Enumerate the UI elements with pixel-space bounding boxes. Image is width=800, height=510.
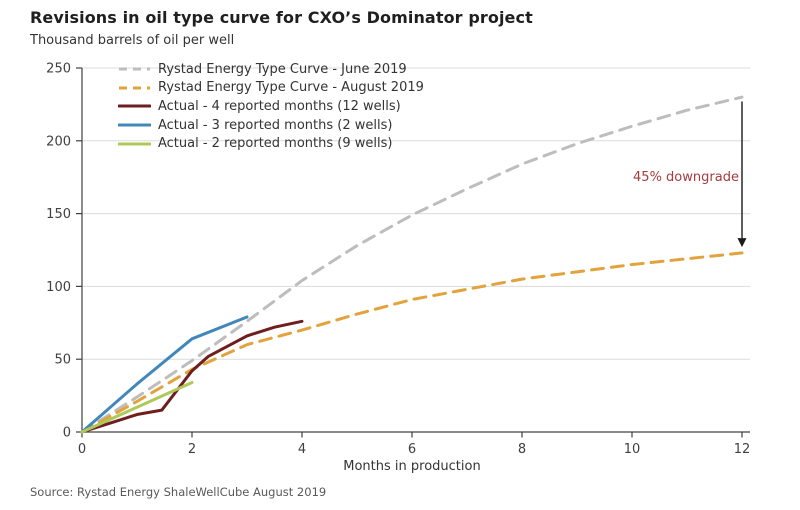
legend-swatch-solid-line-icon xyxy=(117,141,152,147)
legend-label: Actual - 4 reported months (12 wells) xyxy=(158,98,401,114)
y-tick-label: 250 xyxy=(46,62,71,77)
y-tick-label: 0 xyxy=(63,426,71,441)
y-tick-label: 200 xyxy=(46,134,71,149)
chart-legend: Rystad Energy Type Curve - June 2019 Rys… xyxy=(117,60,424,153)
series-line-2 xyxy=(80,319,304,434)
legend-item: Actual - 2 reported months (9 wells) xyxy=(117,134,424,153)
y-tick-label: 100 xyxy=(46,280,71,295)
legend-label: Actual - 2 reported months (9 wells) xyxy=(158,136,393,152)
series-line-1 xyxy=(80,251,744,434)
x-tick-label: 2 xyxy=(188,442,196,457)
y-tick-label: 50 xyxy=(54,353,71,368)
series-line-4 xyxy=(80,380,194,434)
legend-swatch-solid-line-icon xyxy=(117,103,152,109)
downgrade-arrow-head-icon xyxy=(737,238,747,248)
legend-label: Rystad Energy Type Curve - August 2019 xyxy=(158,80,424,96)
legend-item: Actual - 4 reported months (12 wells) xyxy=(117,97,424,116)
x-tick-label: 0 xyxy=(78,442,86,457)
legend-swatch-solid-line-icon xyxy=(117,122,152,128)
legend-label: Rystad Energy Type Curve - June 2019 xyxy=(158,61,407,77)
legend-label: Actual - 3 reported months (2 wells) xyxy=(158,117,393,133)
chart-subtitle: Thousand barrels of oil per well xyxy=(30,33,235,48)
x-tick-label: 10 xyxy=(624,442,641,457)
x-tick-label: 12 xyxy=(734,442,751,457)
downgrade-annotation: 45% downgrade xyxy=(633,170,739,185)
legend-item: Rystad Energy Type Curve - August 2019 xyxy=(118,79,424,98)
y-tick-label: 150 xyxy=(46,207,71,222)
source-note: Source: Rystad Energy ShaleWellCube Augu… xyxy=(30,485,327,499)
legend-swatch-dashed-line-icon xyxy=(118,85,151,91)
legend-item: Rystad Energy Type Curve - June 2019 xyxy=(118,60,424,79)
x-tick-label: 6 xyxy=(408,442,416,457)
x-tick-label: 8 xyxy=(518,442,526,457)
legend-swatch-dashed-line-icon xyxy=(118,66,151,72)
series-line-0 xyxy=(80,95,744,434)
page-title: Revisions in oil type curve for CXO’s Do… xyxy=(30,8,533,27)
x-axis-title: Months in production xyxy=(343,459,480,474)
series-line-3 xyxy=(80,315,249,434)
legend-item: Actual - 3 reported months (2 wells) xyxy=(117,116,424,135)
x-tick-label: 4 xyxy=(298,442,306,457)
